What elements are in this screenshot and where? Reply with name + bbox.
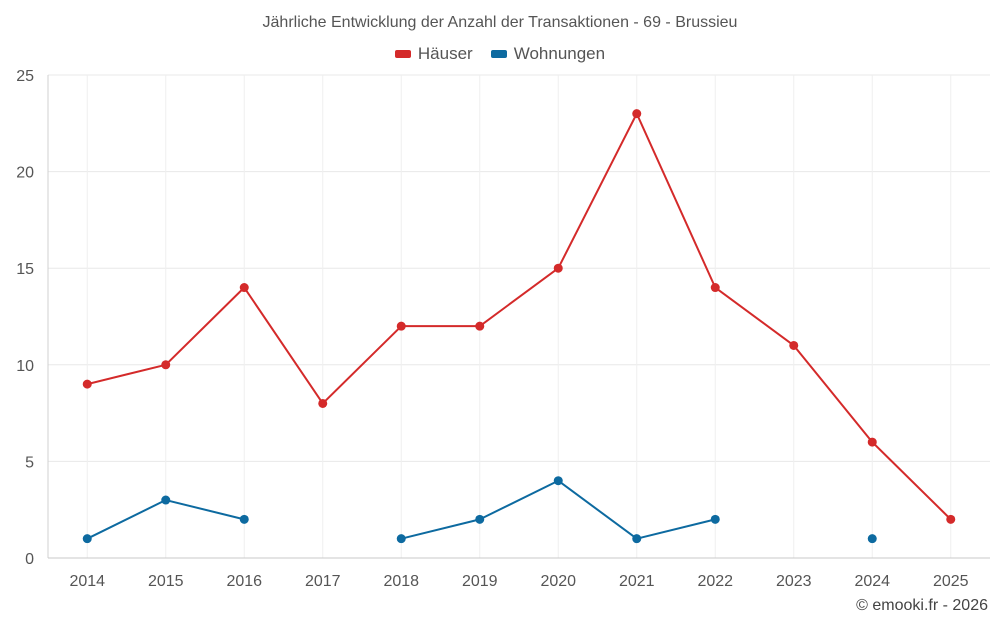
legend-item-haeuser[interactable]: Häuser bbox=[394, 44, 473, 64]
data-point-haeuser bbox=[318, 398, 328, 408]
data-point-wohnungen bbox=[553, 476, 563, 486]
data-point-wohnungen bbox=[475, 514, 485, 524]
y-tick-label: 15 bbox=[16, 261, 34, 278]
legend-label-haeuser: Häuser bbox=[417, 44, 473, 63]
x-tick-label: 2024 bbox=[854, 573, 890, 590]
y-tick-label: 0 bbox=[25, 551, 34, 568]
y-tick-label: 25 bbox=[16, 68, 34, 85]
x-tick-label: 2021 bbox=[619, 573, 655, 590]
data-point-wohnungen bbox=[82, 534, 92, 544]
data-point-wohnungen bbox=[710, 514, 720, 524]
legend: Häuser Wohnungen bbox=[0, 44, 1000, 64]
data-point-haeuser bbox=[553, 263, 563, 273]
data-point-wohnungen bbox=[632, 534, 642, 544]
x-tick-label: 2019 bbox=[462, 573, 498, 590]
y-tick-label: 5 bbox=[25, 454, 34, 471]
data-point-haeuser bbox=[239, 283, 249, 293]
data-point-haeuser bbox=[396, 321, 406, 331]
data-point-haeuser bbox=[632, 109, 642, 119]
legend-label-wohnungen: Wohnungen bbox=[513, 44, 606, 63]
copyright-text: © emooki.fr - 2026 bbox=[856, 597, 988, 614]
x-tick-label: 2022 bbox=[697, 573, 733, 590]
x-tick-label: 2020 bbox=[540, 573, 576, 590]
legend-item-wohnungen[interactable]: Wohnungen bbox=[490, 44, 606, 64]
data-point-haeuser bbox=[710, 283, 720, 293]
legend-swatch-wohnungen bbox=[490, 50, 507, 58]
data-point-haeuser bbox=[82, 379, 92, 389]
data-point-haeuser bbox=[475, 321, 485, 331]
data-point-wohnungen bbox=[239, 514, 249, 524]
data-point-haeuser bbox=[867, 437, 877, 447]
x-tick-label: 2017 bbox=[305, 573, 341, 590]
x-tick-label: 2023 bbox=[776, 573, 812, 590]
data-point-haeuser bbox=[789, 340, 799, 350]
chart-title: Jährliche Entwicklung der Anzahl der Tra… bbox=[262, 14, 738, 31]
x-tick-label: 2025 bbox=[933, 573, 969, 590]
y-tick-label: 10 bbox=[16, 358, 34, 375]
x-tick-label: 2016 bbox=[226, 573, 262, 590]
x-tick-label: 2018 bbox=[383, 573, 419, 590]
data-point-wohnungen bbox=[161, 495, 171, 505]
data-point-haeuser bbox=[946, 514, 956, 524]
x-tick-label: 2014 bbox=[69, 573, 105, 590]
series-line-haeuser bbox=[87, 112, 952, 521]
data-point-wohnungen bbox=[396, 534, 406, 544]
y-tick-label: 20 bbox=[16, 165, 34, 182]
x-tick-label: 2015 bbox=[148, 573, 184, 590]
legend-swatch-haeuser bbox=[394, 50, 411, 58]
data-point-wohnungen bbox=[867, 534, 877, 544]
data-point-haeuser bbox=[161, 360, 171, 370]
